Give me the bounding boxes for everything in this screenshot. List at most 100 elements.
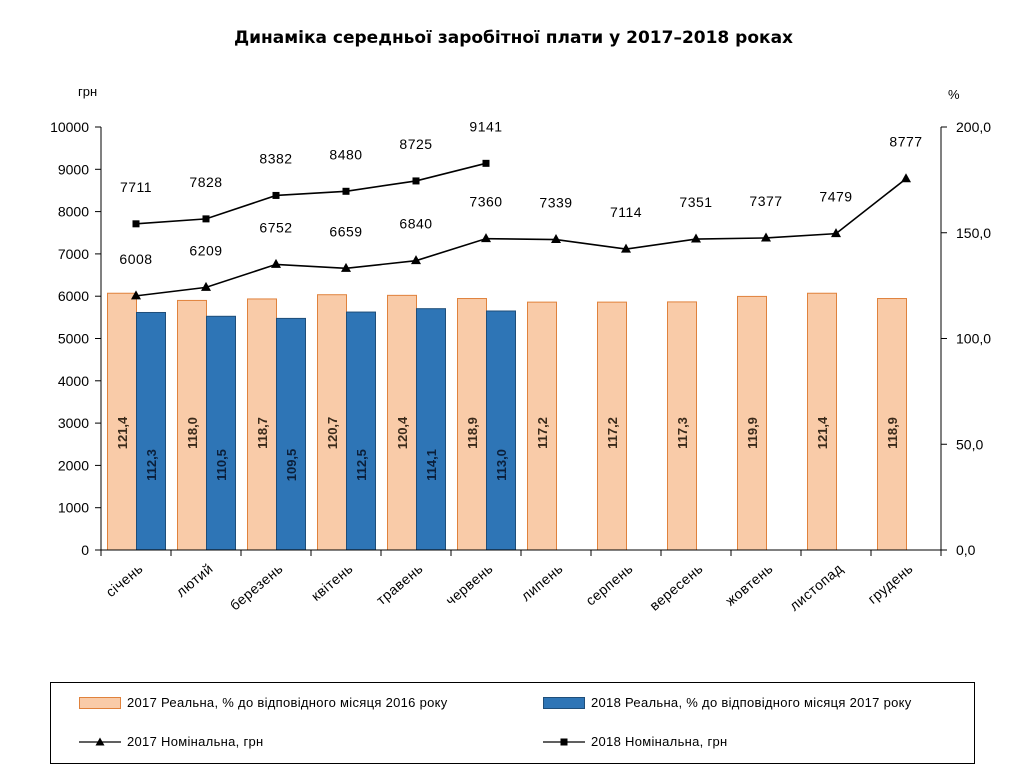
line-label-2018-0: 7711: [120, 179, 152, 195]
y-left-tick-label-5: 5000: [58, 331, 89, 347]
y-left-tick-label-10: 10000: [50, 119, 89, 135]
marker-2017-6: [551, 234, 561, 244]
legend-label-2018-real: 2018 Реальна, % до відповідного місяця 2…: [591, 695, 912, 710]
legend-swatch-2017-real: [79, 696, 121, 709]
x-tick-label-1: лютий: [173, 560, 216, 600]
bar-2018-1: [206, 315, 236, 551]
y-right-tick-label-3: 150,0: [956, 225, 991, 241]
marker-2017-3: [341, 262, 351, 272]
x-tick-label-6: липень: [518, 560, 566, 604]
line-label-2018-4: 8725: [399, 136, 432, 152]
bar-label-2018-1: 110,5: [214, 449, 229, 481]
line-label-2017-11: 8777: [889, 134, 922, 150]
marker-2017-5: [481, 233, 491, 243]
y-left-tick-label-0: 0: [81, 542, 89, 558]
y-left-tick-label-8: 8000: [58, 204, 89, 220]
bar-2017-10: [807, 292, 837, 551]
lines-layer: [131, 159, 911, 300]
line-label-2018-5: 9141: [469, 118, 502, 134]
line-label-2017-7: 7114: [610, 204, 642, 220]
y-right-unit: %: [948, 87, 960, 102]
bar-label-2017-11: 118,9: [885, 417, 900, 449]
line-label-2017-6: 7339: [539, 195, 572, 211]
bar-2017-11: [877, 298, 907, 551]
bar-label-2017-9: 119,9: [745, 417, 760, 449]
marker-2018-5: [482, 159, 490, 167]
bar-label-2017-3: 120,7: [325, 417, 340, 450]
line-label-2018-1: 7828: [189, 174, 222, 190]
chart-title: Динаміка середньої заробітної плати у 20…: [233, 28, 794, 48]
bar-label-2017-6: 117,2: [535, 417, 550, 449]
marker-2018-2: [272, 191, 280, 199]
bar-2018-3: [346, 311, 376, 551]
x-tick-label-8: вересень: [646, 560, 706, 614]
y-right-tick-label-0: 0,0: [956, 542, 976, 558]
y-left-tick-label-6: 6000: [58, 288, 89, 304]
bar-label-2018-0: 112,3: [144, 449, 159, 481]
line-label-2017-4: 6840: [399, 216, 432, 232]
legend-label-2017-real: 2017 Реальна, % до відповідного місяця 2…: [127, 695, 448, 710]
marker-2017-2: [271, 258, 281, 268]
bar-label-2017-5: 118,9: [465, 417, 480, 449]
x-tick-label-2: березень: [227, 560, 286, 613]
line-2018-nominal: [135, 162, 487, 225]
marker-2017-1: [201, 281, 211, 291]
bar-label-2018-2: 109,5: [284, 449, 299, 482]
bar-2017-4: [387, 294, 417, 551]
legend-item-2017-real: 2017 Реальна, % до відповідного місяця 2…: [79, 695, 448, 710]
line-label-2017-3: 6659: [329, 223, 362, 239]
line-label-2017-2: 6752: [259, 219, 292, 235]
x-tick-label-10: листопад: [786, 560, 846, 614]
marker-2018-1: [202, 215, 210, 223]
legend-item-2018-real: 2018 Реальна, % до відповідного місяця 2…: [543, 695, 912, 710]
bar-label-2017-0: 121,4: [115, 416, 130, 449]
marker-2017-11: [901, 173, 911, 183]
marker-2017-4: [411, 255, 421, 265]
y-right-tick-label-2: 100,0: [956, 331, 991, 347]
y-left-unit: грн: [78, 84, 97, 99]
bar-2017-5: [457, 298, 487, 551]
line-label-2018-3: 8480: [329, 146, 362, 162]
bar-2018-4: [416, 308, 446, 551]
chart-plot: грн % 121,4 118,0 118,7 120,7 120,4 118,9 117,…: [50, 84, 991, 614]
marker-2017-10: [831, 228, 841, 238]
line-label-2018-2: 8382: [259, 150, 292, 166]
y-left-tick-label-7: 7000: [58, 246, 89, 262]
x-tick-label-5: червень: [442, 560, 496, 609]
y-right-tick-label-1: 50,0: [956, 436, 983, 452]
bar-label-2017-4: 120,4: [395, 416, 410, 449]
axes-layer: [95, 126, 947, 556]
line-label-2017-9: 7377: [749, 193, 782, 209]
line-label-2017-5: 7360: [469, 194, 502, 210]
bar-2018-0: [136, 311, 166, 551]
line-label-2017-0: 6008: [119, 251, 152, 267]
bar-2018-5: [486, 310, 516, 551]
legend: 2017 Реальна, % до відповідного місяця 2…: [50, 682, 975, 764]
x-tick-label-4: травень: [373, 560, 426, 608]
y-right-tick-label-4: 200,0: [956, 119, 991, 135]
bar-label-2018-3: 112,5: [354, 449, 369, 481]
y-left-tick-label-3: 3000: [58, 415, 89, 431]
bar-label-2017-1: 118,0: [185, 417, 200, 449]
legend-item-2017-nominal: 2017 Номінальна, грн: [79, 734, 264, 749]
bar-label-2017-2: 118,7: [255, 417, 270, 449]
bar-label-2017-7: 117,2: [605, 417, 620, 449]
marker-2018-3: [342, 187, 350, 195]
legend-label-2018-nominal: 2018 Номінальна, грн: [591, 734, 728, 749]
legend-item-2018-nominal: 2018 Номінальна, грн: [543, 734, 728, 749]
bars-layer: [107, 292, 907, 551]
line-label-2017-8: 7351: [679, 194, 712, 210]
legend-label-2017-nominal: 2017 Номінальна, грн: [127, 734, 264, 749]
bar-label-2018-5: 113,0: [494, 449, 509, 481]
x-tick-label-7: серпень: [582, 560, 636, 609]
marker-2017-7: [621, 243, 631, 253]
legend-swatch-2018-nominal: [543, 738, 585, 745]
y-left-tick-label-4: 4000: [58, 373, 89, 389]
y-left-tick-label-9: 9000: [58, 161, 89, 177]
legend-swatch-2018-real: [543, 696, 585, 709]
y-left-tick-label-2: 2000: [58, 457, 89, 473]
bar-label-2018-4: 114,1: [424, 449, 439, 481]
bar-2018-2: [276, 317, 306, 551]
legend-swatch-2017-nominal: [79, 737, 121, 745]
x-tick-label-0: січень: [103, 560, 146, 600]
